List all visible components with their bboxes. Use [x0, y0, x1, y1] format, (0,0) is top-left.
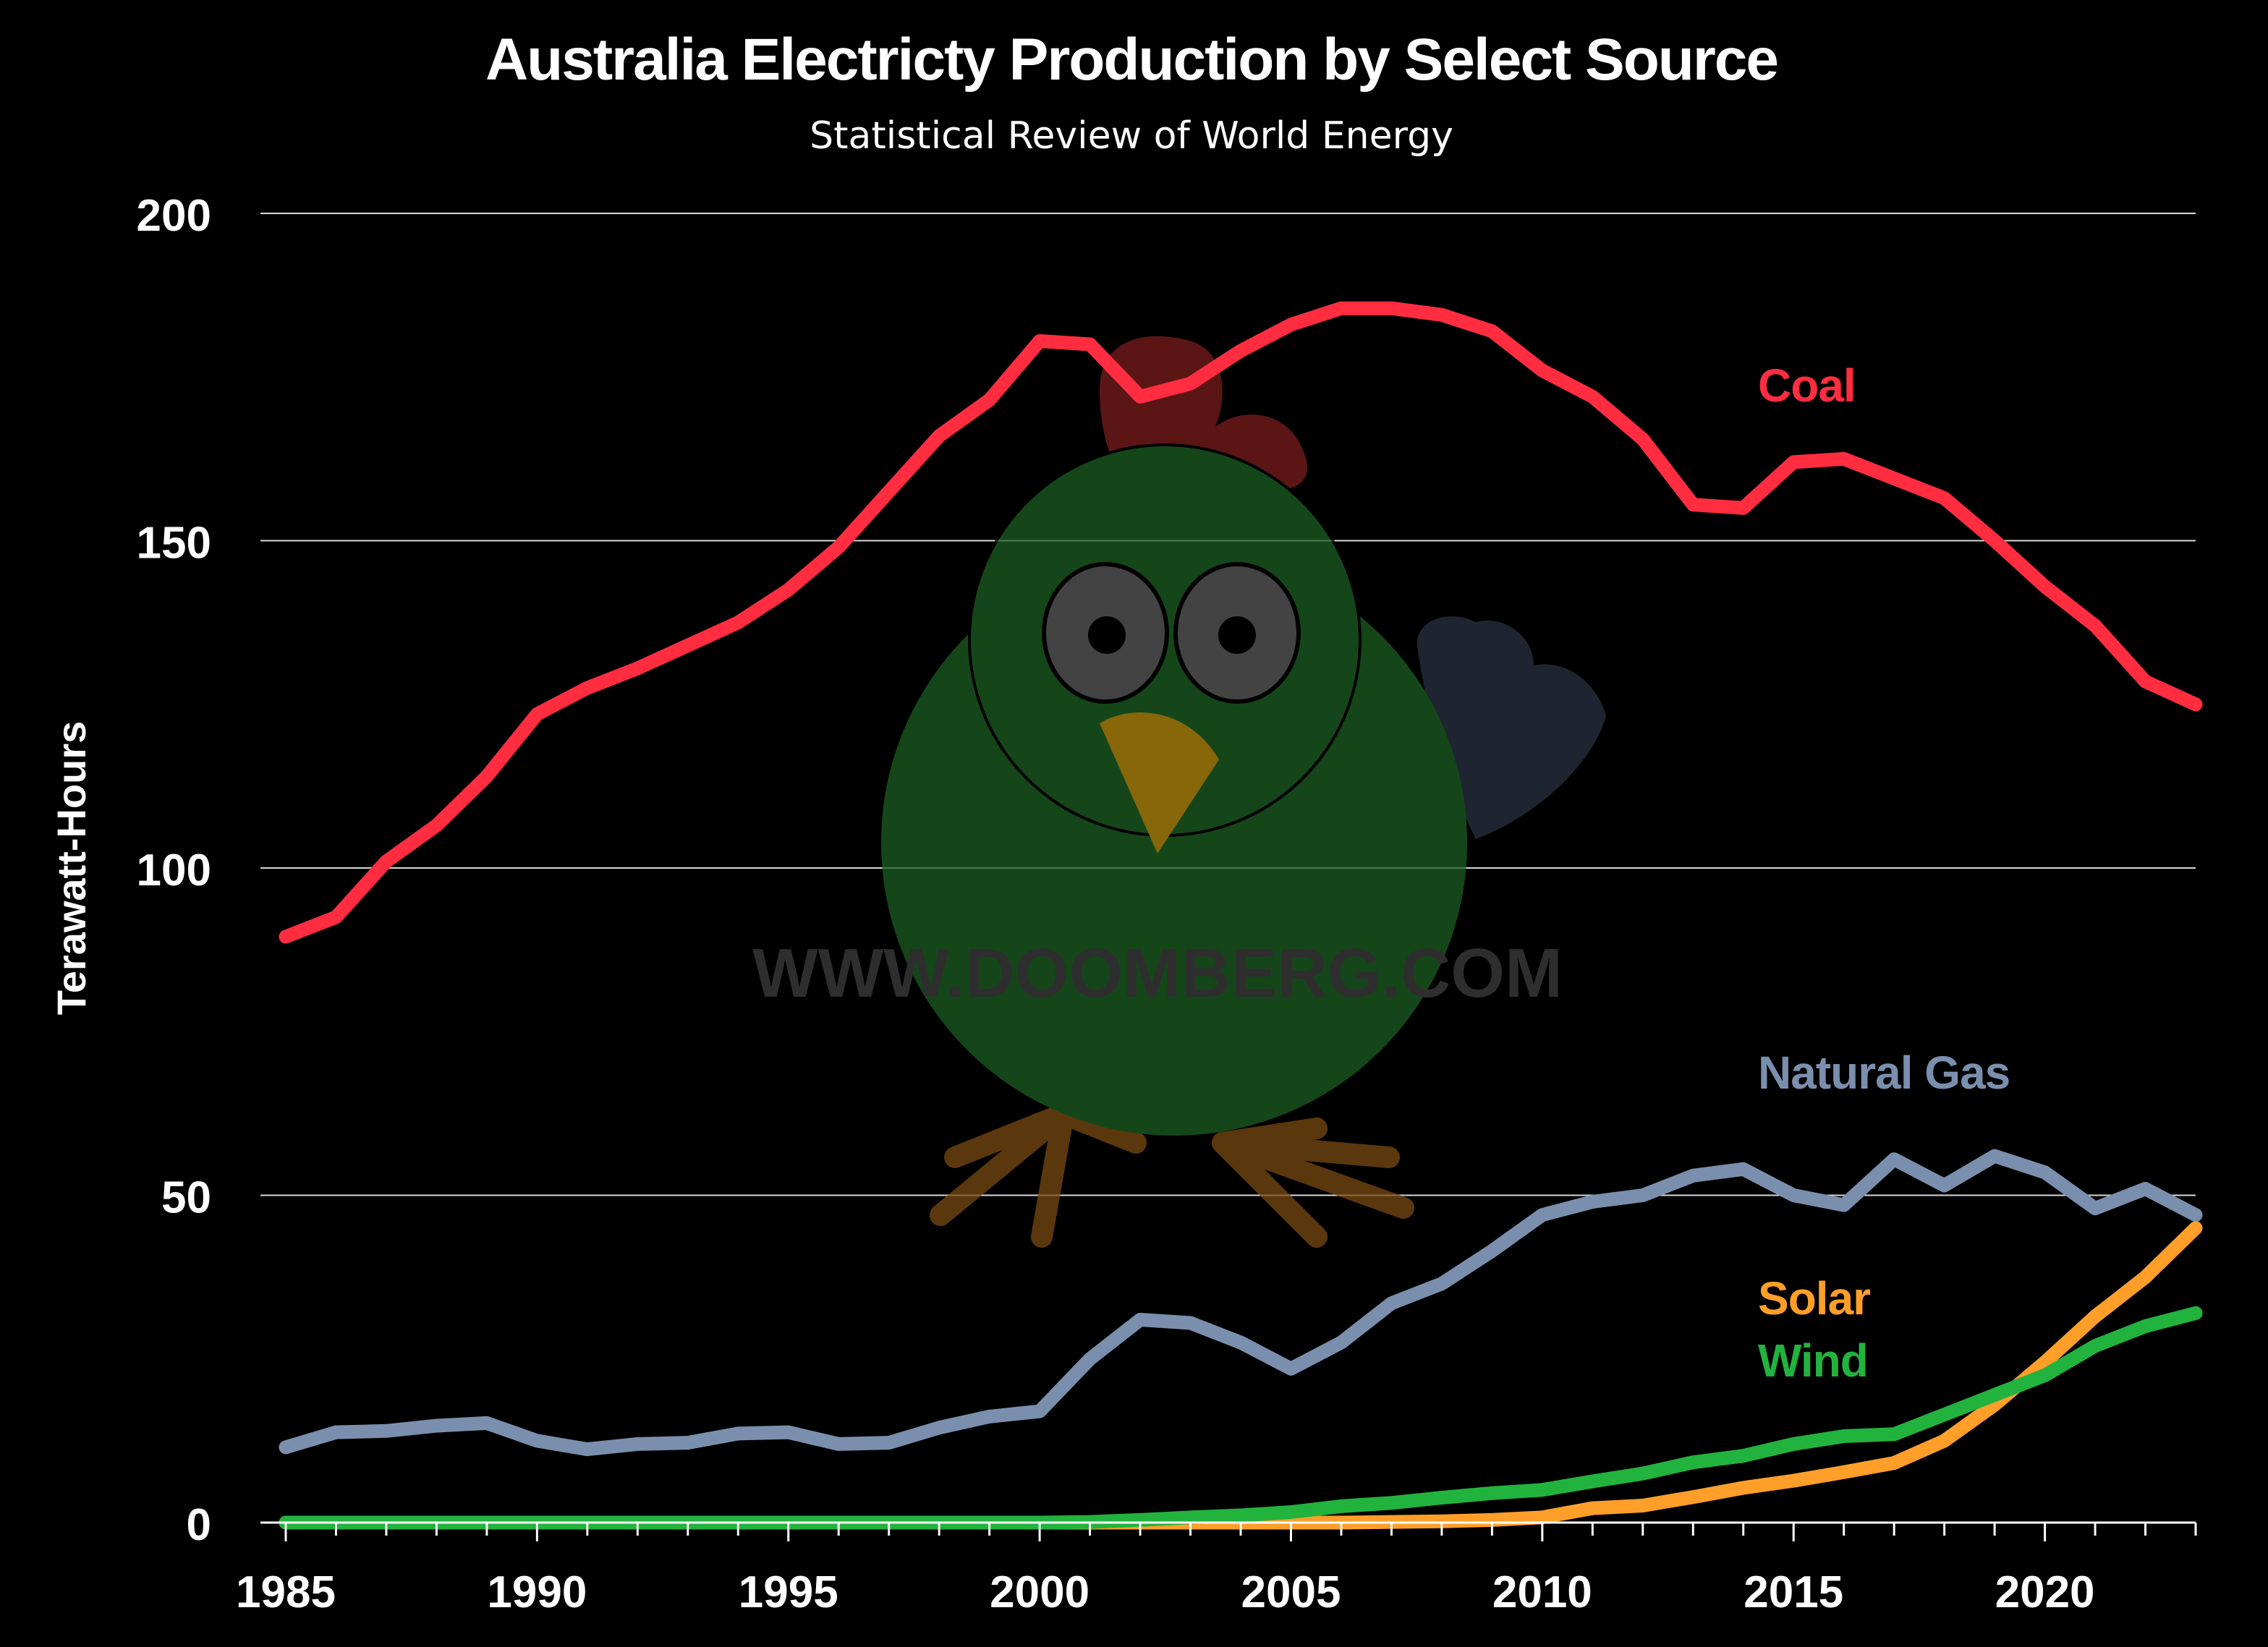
watermark-pupil-right [1218, 616, 1256, 654]
y-tick-label: 100 [137, 846, 211, 895]
chart-subtitle: Statistical Review of World Energy [810, 114, 1453, 158]
watermark-beak [1100, 712, 1219, 854]
x-tick-label: 2000 [990, 1567, 1090, 1617]
x-tick-label: 1985 [236, 1567, 336, 1617]
y-tick-label: 150 [137, 519, 211, 569]
series-line-natural-gas [279, 1149, 2203, 1457]
x-tick-label: 2005 [1241, 1567, 1341, 1617]
y-tick-label: 200 [137, 191, 211, 241]
watermark-text: WWW.DOOMBERG.COM [752, 935, 1563, 1012]
watermark: WWW.DOOMBERG.COM [752, 336, 1606, 1248]
series-label-wind: Wind [1758, 1335, 1868, 1387]
chart-title: Australia Electricty Production by Selec… [485, 27, 1778, 93]
x-axis: 1985 1990 1995 2000 2005 2010 2015 2020 [236, 1521, 2197, 1617]
x-tick-label: 1990 [487, 1567, 587, 1617]
series-line-coal [279, 301, 2203, 944]
y-axis: 0 50 100 150 200 [137, 191, 211, 1550]
watermark-legs [930, 1103, 1414, 1248]
watermark-pupil-left [1088, 616, 1126, 654]
x-tick-label: 2010 [1492, 1567, 1592, 1617]
x-tick-label: 1995 [739, 1567, 838, 1617]
series-label-solar: Solar [1758, 1272, 1870, 1324]
series-label-coal: Coal [1758, 359, 1856, 412]
y-tick-label: 50 [161, 1173, 211, 1223]
y-tick-label: 0 [187, 1500, 211, 1550]
watermark-wing [1417, 616, 1606, 839]
series-label-natural-gas: Natural Gas [1758, 1047, 2010, 1099]
x-tick-label: 2015 [1744, 1567, 1843, 1617]
x-tick-label: 2020 [1995, 1567, 2095, 1617]
y-axis-title: Terawatt-Hours [48, 721, 94, 1016]
series-labels: Coal Natural Gas Solar Wind [1758, 359, 2010, 1387]
